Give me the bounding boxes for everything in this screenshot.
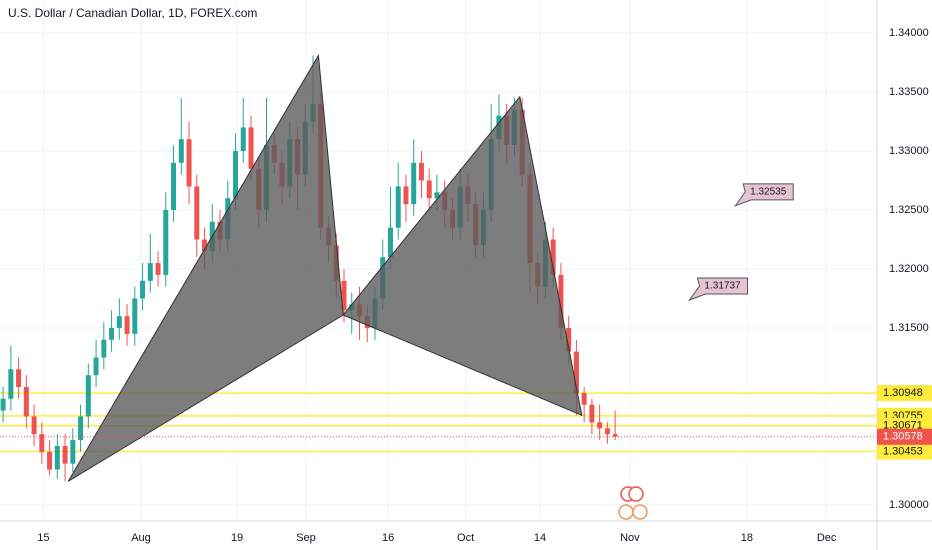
harmonic-pattern [67, 53, 344, 482]
candle-body [0, 398, 6, 411]
candle-body [403, 186, 409, 205]
candle-body [16, 369, 22, 387]
candle-body [573, 351, 579, 393]
candle-body [8, 369, 14, 399]
level-label-box [877, 385, 932, 402]
last-price-box [877, 428, 932, 445]
candle-body [426, 180, 432, 199]
candle-body [39, 434, 45, 452]
candle-body [70, 440, 76, 464]
candle-body [116, 316, 122, 328]
level-label: 1.30948 [883, 387, 923, 399]
x-tick-label: 16 [382, 532, 394, 544]
x-tick-label: 15 [37, 532, 49, 544]
candle-body [233, 151, 239, 199]
candle-body [155, 263, 161, 275]
candle-body [101, 339, 107, 358]
y-tick-label: 1.33000 [889, 145, 929, 157]
x-tick-label: Aug [131, 532, 151, 544]
candle-body [124, 316, 130, 334]
note-label: 1.31737 [704, 281, 741, 292]
candle-body [558, 274, 564, 328]
candle-body [132, 298, 138, 334]
plot: 1.32535 1.31737 [0, 0, 877, 521]
y-tick-label: 1.32500 [889, 204, 929, 216]
event-icons [618, 486, 648, 520]
y-tick-label: 1.32000 [889, 263, 929, 275]
candle-body [78, 416, 84, 441]
candle-body [140, 280, 146, 299]
level-label: 1.30453 [883, 445, 923, 457]
x-tick-label: Oct [457, 532, 474, 544]
note-label: 1.32535 [750, 187, 787, 198]
note-callout [688, 277, 749, 302]
candle-body [47, 451, 53, 470]
note-callout [733, 183, 794, 207]
candle-body [589, 404, 595, 423]
level-label: 1.30671 [883, 420, 923, 432]
event-icon [632, 504, 648, 520]
candle-body [186, 139, 192, 187]
x-tick-label: Dec [817, 532, 837, 544]
candle-body [109, 327, 115, 340]
candle-body [202, 239, 208, 252]
candle-body [341, 280, 347, 311]
candle-body [581, 392, 587, 405]
candle-body [93, 357, 99, 376]
candle-body [248, 127, 254, 169]
candle-body [395, 186, 401, 228]
candle-body [387, 227, 393, 258]
candle-body [54, 445, 60, 470]
candle-body [31, 416, 37, 435]
candle-body [178, 139, 184, 163]
candle-body [85, 375, 91, 417]
y-tick-label: 1.30000 [889, 499, 929, 511]
harmonic-pattern [342, 95, 583, 417]
candle-body [171, 162, 177, 211]
x-tick-label: 18 [741, 532, 753, 544]
event-icon [618, 504, 634, 520]
chart-title: U.S. Dollar / Canadian Dollar, 1D, FOREX… [8, 6, 257, 20]
y-tick-label: 1.33500 [889, 86, 929, 98]
event-icon [628, 486, 644, 502]
y-tick-label: 1.31500 [889, 322, 929, 334]
candle-body [194, 186, 200, 240]
x-tick-label: Nov [620, 532, 640, 544]
last-price-label: 1.30578 [883, 431, 923, 443]
y-tick-label: 1.34000 [889, 27, 929, 39]
candle-body [23, 386, 29, 417]
candle-body [434, 192, 440, 199]
candle-body [163, 210, 169, 275]
candle-body [597, 422, 603, 429]
candle-body [411, 162, 417, 205]
candle-body [147, 263, 153, 281]
candle-body [550, 239, 556, 275]
candle-body [240, 127, 246, 152]
candle-body [604, 428, 610, 435]
level-label-box [877, 443, 932, 460]
candle-body [418, 162, 424, 181]
x-tick-label: Sep [296, 532, 316, 544]
x-tick-label: 14 [534, 532, 546, 544]
x-tick-label: 19 [231, 532, 243, 544]
candle-body [566, 327, 572, 352]
candle-body [612, 434, 618, 437]
candle-body [62, 445, 68, 464]
